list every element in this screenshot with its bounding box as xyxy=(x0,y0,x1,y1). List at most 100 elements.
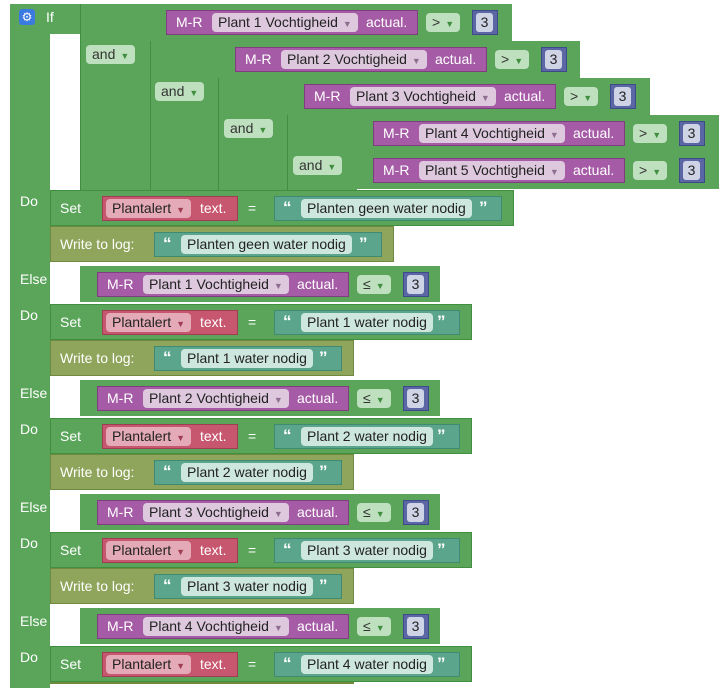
if-block-spine[interactable] xyxy=(10,4,50,688)
number-value[interactable]: 3 xyxy=(614,87,631,106)
text-value[interactable]: Plant 2 water nodig xyxy=(301,427,433,446)
text-suffix-label: text. xyxy=(200,314,227,330)
mr-label: M-R xyxy=(107,504,134,520)
and-dropdown-2[interactable]: and ▼ xyxy=(155,82,205,101)
variable-dropdown[interactable]: Plantalert ▼ xyxy=(106,541,192,560)
mr-label: M-R xyxy=(176,14,203,30)
and-dropdown-1[interactable]: and ▼ xyxy=(86,45,136,64)
operator-dropdown[interactable]: > ▼ xyxy=(633,161,668,180)
operator-dropdown[interactable]: > ▼ xyxy=(495,50,530,69)
operator-dropdown[interactable]: ≤ ▼ xyxy=(357,389,391,408)
do-label: Do xyxy=(20,421,38,437)
open-quote-icon: “ xyxy=(163,576,172,595)
open-quote-icon: “ xyxy=(283,198,292,217)
sensor-dropdown[interactable]: Plant 3 Vochtigheid ▼ xyxy=(143,503,289,522)
open-quote-icon: “ xyxy=(283,426,292,445)
else-if-label: Else if xyxy=(20,271,59,287)
set-label: Set xyxy=(60,656,82,672)
sensor-dropdown[interactable]: Plant 4 Vochtigheid ▼ xyxy=(143,617,289,636)
operator-dropdown[interactable]: ≤ ▼ xyxy=(357,617,391,636)
close-quote-icon: ” xyxy=(319,462,328,481)
number-value[interactable]: 3 xyxy=(407,617,424,636)
text-value[interactable]: Plant 2 water nodig xyxy=(181,463,313,482)
variable-dropdown[interactable]: Plantalert ▼ xyxy=(106,313,192,332)
and-block-2[interactable] xyxy=(150,41,220,190)
do-label: Do xyxy=(20,307,38,323)
mr-label: M-R xyxy=(107,390,134,406)
number-value[interactable]: 3 xyxy=(683,124,700,143)
set-label: Set xyxy=(60,314,82,330)
and-dropdown-4[interactable]: and ▼ xyxy=(293,156,343,175)
gear-icon[interactable]: ⚙ xyxy=(19,9,35,25)
sensor-dropdown[interactable]: Plant 3 Vochtigheid ▼ xyxy=(350,87,496,106)
close-quote-icon: ” xyxy=(319,576,328,595)
write-log-label: Write to log: xyxy=(60,350,135,366)
variable-dropdown[interactable]: Plantalert ▼ xyxy=(106,427,192,446)
actual-label: actual. xyxy=(573,125,615,141)
operator-dropdown[interactable]: ≤ ▼ xyxy=(357,503,391,522)
else-if-label: Else if xyxy=(20,385,59,401)
else-if-label: Else if xyxy=(20,613,59,629)
operator-dropdown[interactable]: > ▼ xyxy=(633,124,668,143)
mr-label: M-R xyxy=(383,162,410,178)
equals-label: = xyxy=(248,542,257,558)
close-quote-icon: ” xyxy=(479,198,488,217)
open-quote-icon: “ xyxy=(163,348,172,367)
sensor-dropdown[interactable]: Plant 1 Vochtigheid ▼ xyxy=(212,13,358,32)
actual-label: actual. xyxy=(297,504,339,520)
close-quote-icon: ” xyxy=(319,348,328,367)
open-quote-icon: “ xyxy=(283,654,292,673)
text-value[interactable]: Plant 1 water nodig xyxy=(301,313,433,332)
actual-label: actual. xyxy=(573,162,615,178)
open-quote-icon: “ xyxy=(283,312,292,331)
text-value[interactable]: Planten geen water nodig xyxy=(301,199,472,218)
close-quote-icon: ” xyxy=(437,654,446,673)
do-label: Do xyxy=(20,193,38,209)
number-value[interactable]: 3 xyxy=(476,13,493,32)
actual-label: actual. xyxy=(297,390,339,406)
text-value[interactable]: Plant 3 water nodig xyxy=(181,577,313,596)
write-log-label: Write to log: xyxy=(60,578,135,594)
text-value[interactable]: Plant 3 water nodig xyxy=(301,541,433,560)
open-quote-icon: “ xyxy=(283,540,292,559)
operator-dropdown[interactable]: > ▼ xyxy=(426,13,461,32)
if-label: If xyxy=(46,9,54,25)
do-label: Do xyxy=(20,649,38,665)
number-value[interactable]: 3 xyxy=(683,161,700,180)
text-suffix-label: text. xyxy=(200,656,227,672)
open-quote-icon: “ xyxy=(163,462,172,481)
set-label: Set xyxy=(60,542,82,558)
write-log-label: Write to log: xyxy=(60,464,135,480)
sensor-dropdown[interactable]: Plant 4 Vochtigheid ▼ xyxy=(419,124,565,143)
number-value[interactable]: 3 xyxy=(407,503,424,522)
close-quote-icon: ” xyxy=(437,312,446,331)
text-value[interactable]: Plant 4 water nodig xyxy=(301,655,433,674)
mr-label: M-R xyxy=(107,276,134,292)
and-dropdown-3[interactable]: and ▼ xyxy=(224,119,274,138)
actual-label: actual. xyxy=(504,88,546,104)
mr-label: M-R xyxy=(107,618,134,634)
sensor-dropdown[interactable]: Plant 5 Vochtigheid ▼ xyxy=(419,161,565,180)
mr-label: M-R xyxy=(314,88,341,104)
text-value[interactable]: Planten geen water nodig xyxy=(181,235,352,254)
number-value[interactable]: 3 xyxy=(545,50,562,69)
and-block-1[interactable] xyxy=(80,4,150,190)
and-block-4[interactable] xyxy=(287,115,357,190)
sensor-dropdown[interactable]: Plant 1 Vochtigheid ▼ xyxy=(143,275,289,294)
else-if-label: Else if xyxy=(20,499,59,515)
close-quote-icon: ” xyxy=(359,234,368,253)
number-value[interactable]: 3 xyxy=(407,389,424,408)
set-label: Set xyxy=(60,428,82,444)
number-value[interactable]: 3 xyxy=(407,275,424,294)
do-label: Do xyxy=(20,535,38,551)
close-quote-icon: ” xyxy=(437,540,446,559)
sensor-dropdown[interactable]: Plant 2 Vochtigheid ▼ xyxy=(281,50,427,69)
sensor-dropdown[interactable]: Plant 2 Vochtigheid ▼ xyxy=(143,389,289,408)
operator-dropdown[interactable]: ≤ ▼ xyxy=(357,275,391,294)
operator-dropdown[interactable]: > ▼ xyxy=(564,87,599,106)
text-value[interactable]: Plant 1 water nodig xyxy=(181,349,313,368)
equals-label: = xyxy=(248,314,257,330)
variable-dropdown[interactable]: Plantalert ▼ xyxy=(106,655,192,674)
variable-dropdown[interactable]: Plantalert ▼ xyxy=(106,199,192,218)
actual-label: actual. xyxy=(366,14,408,30)
